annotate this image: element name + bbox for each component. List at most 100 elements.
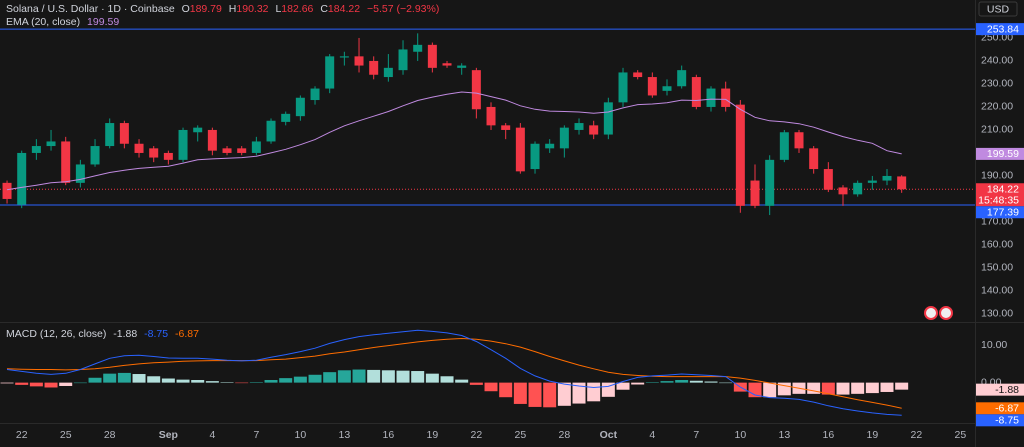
- macd-legend: MACD (12, 26, close) -1.88 -8.75 -6.87: [6, 328, 203, 340]
- ohlc-key: L: [275, 3, 282, 15]
- candle-body: [193, 127, 203, 133]
- histogram-bar: [807, 382, 821, 394]
- histogram-bar: [44, 382, 58, 388]
- candle-body: [486, 106, 496, 126]
- histogram-bar: [499, 382, 513, 398]
- x-tick-label: 7: [253, 429, 259, 441]
- event-icon[interactable]: [939, 306, 953, 320]
- histogram-bar: [367, 369, 381, 383]
- macd-tag: -8.75: [995, 415, 1019, 427]
- histogram-bar: [528, 382, 542, 407]
- histogram-bar: [557, 382, 571, 406]
- histogram-bar: [543, 382, 557, 408]
- x-tick-label: 19: [427, 429, 439, 441]
- currency-label[interactable]: USD: [987, 3, 1010, 15]
- candle-body: [794, 132, 804, 149]
- histogram-bar: [293, 376, 307, 383]
- candle-body: [251, 141, 261, 153]
- histogram-bar: [337, 370, 351, 383]
- signal-tag: -6.87: [995, 403, 1019, 415]
- ema-legend: EMA (20, close) 199.59: [6, 16, 123, 28]
- histogram-bar: [484, 382, 498, 392]
- candle-body: [163, 152, 173, 160]
- ohlc-value: 189.79: [189, 3, 222, 15]
- horizontal-line-tag: 177.39: [987, 207, 1019, 219]
- histogram-bar: [132, 374, 146, 383]
- histogram-bar: [440, 376, 454, 383]
- candle-body: [442, 63, 452, 66]
- candle-body: [603, 102, 613, 135]
- candle-body: [222, 148, 232, 153]
- candle-body: [369, 60, 379, 75]
- event-icon[interactable]: [924, 306, 938, 320]
- ema-value: 199.59: [87, 16, 120, 28]
- ema-tag: 199.59: [987, 148, 1019, 160]
- candle-body: [838, 187, 848, 195]
- histogram-bar: [851, 382, 865, 394]
- histogram-bar: [689, 380, 703, 383]
- x-tick-label: 22: [910, 429, 922, 441]
- ohlc-key: C: [320, 3, 328, 15]
- candle-body: [31, 146, 41, 153]
- y-tick-label: 230.00: [981, 78, 1013, 90]
- currency-button[interactable]: [978, 1, 1018, 17]
- candle-body: [735, 104, 745, 206]
- x-tick-label: 25: [515, 429, 527, 441]
- y-tick-label: 10.00: [981, 339, 1007, 351]
- y-tick-label: 190.00: [981, 170, 1013, 182]
- x-tick-label: 16: [383, 429, 395, 441]
- x-tick-label: 10: [734, 429, 746, 441]
- histogram-tag: -1.88: [995, 384, 1019, 396]
- macd-hist-value: -1.88: [113, 328, 138, 340]
- x-tick-label: 7: [693, 429, 699, 441]
- x-tick-label: 13: [339, 429, 351, 441]
- histogram-bar: [675, 380, 689, 383]
- candle-body: [501, 125, 511, 130]
- event-icons[interactable]: [924, 306, 953, 320]
- histogram-bar: [249, 382, 263, 383]
- histogram-bar: [645, 382, 659, 383]
- histogram-bar: [279, 378, 293, 383]
- candle-body: [750, 180, 760, 206]
- candle-body: [149, 148, 159, 158]
- candle-body: [266, 120, 276, 142]
- histogram-bar: [352, 369, 366, 383]
- y-tick-label: 160.00: [981, 239, 1013, 251]
- candle-body: [61, 141, 71, 183]
- histogram-bar: [147, 376, 161, 383]
- candle-body: [897, 176, 907, 190]
- candle-body: [853, 182, 863, 195]
- histogram-bar: [587, 382, 601, 402]
- histogram-bar: [616, 382, 630, 390]
- candle-body: [339, 56, 349, 58]
- x-tick-label: 4: [209, 429, 215, 441]
- histogram-bar: [308, 374, 322, 383]
- horizontal-line-tag-box: [976, 206, 1024, 219]
- y-tick-label: 220.00: [981, 101, 1013, 113]
- histogram-bar: [205, 381, 219, 383]
- ohlc-value: 190.32: [236, 3, 269, 15]
- y-tick-label: 140.00: [981, 285, 1013, 297]
- candle-body: [383, 67, 393, 78]
- macd-value: -8.75: [144, 328, 169, 340]
- x-tick-label: 22: [471, 429, 483, 441]
- signal-value: -6.87: [175, 328, 199, 340]
- candle-body: [2, 182, 12, 199]
- x-tick-label: 25: [60, 429, 72, 441]
- ema-line: [6, 91, 902, 191]
- histogram-bar: [15, 382, 29, 385]
- histogram-bar: [455, 379, 469, 383]
- y-tick-label: 130.00: [981, 308, 1013, 320]
- candle-body: [17, 152, 27, 205]
- candle-body: [90, 146, 100, 165]
- change: −5.57 (−2.93%): [366, 3, 440, 15]
- histogram-bar: [880, 382, 894, 392]
- histogram-bar: [191, 380, 205, 383]
- histogram-bar: [821, 382, 835, 395]
- candle-body: [779, 132, 789, 160]
- y-tick-label: 210.00: [981, 124, 1013, 136]
- candle-body: [589, 125, 599, 135]
- y-tick-label: 170.00: [981, 216, 1013, 228]
- candle-body: [457, 65, 467, 68]
